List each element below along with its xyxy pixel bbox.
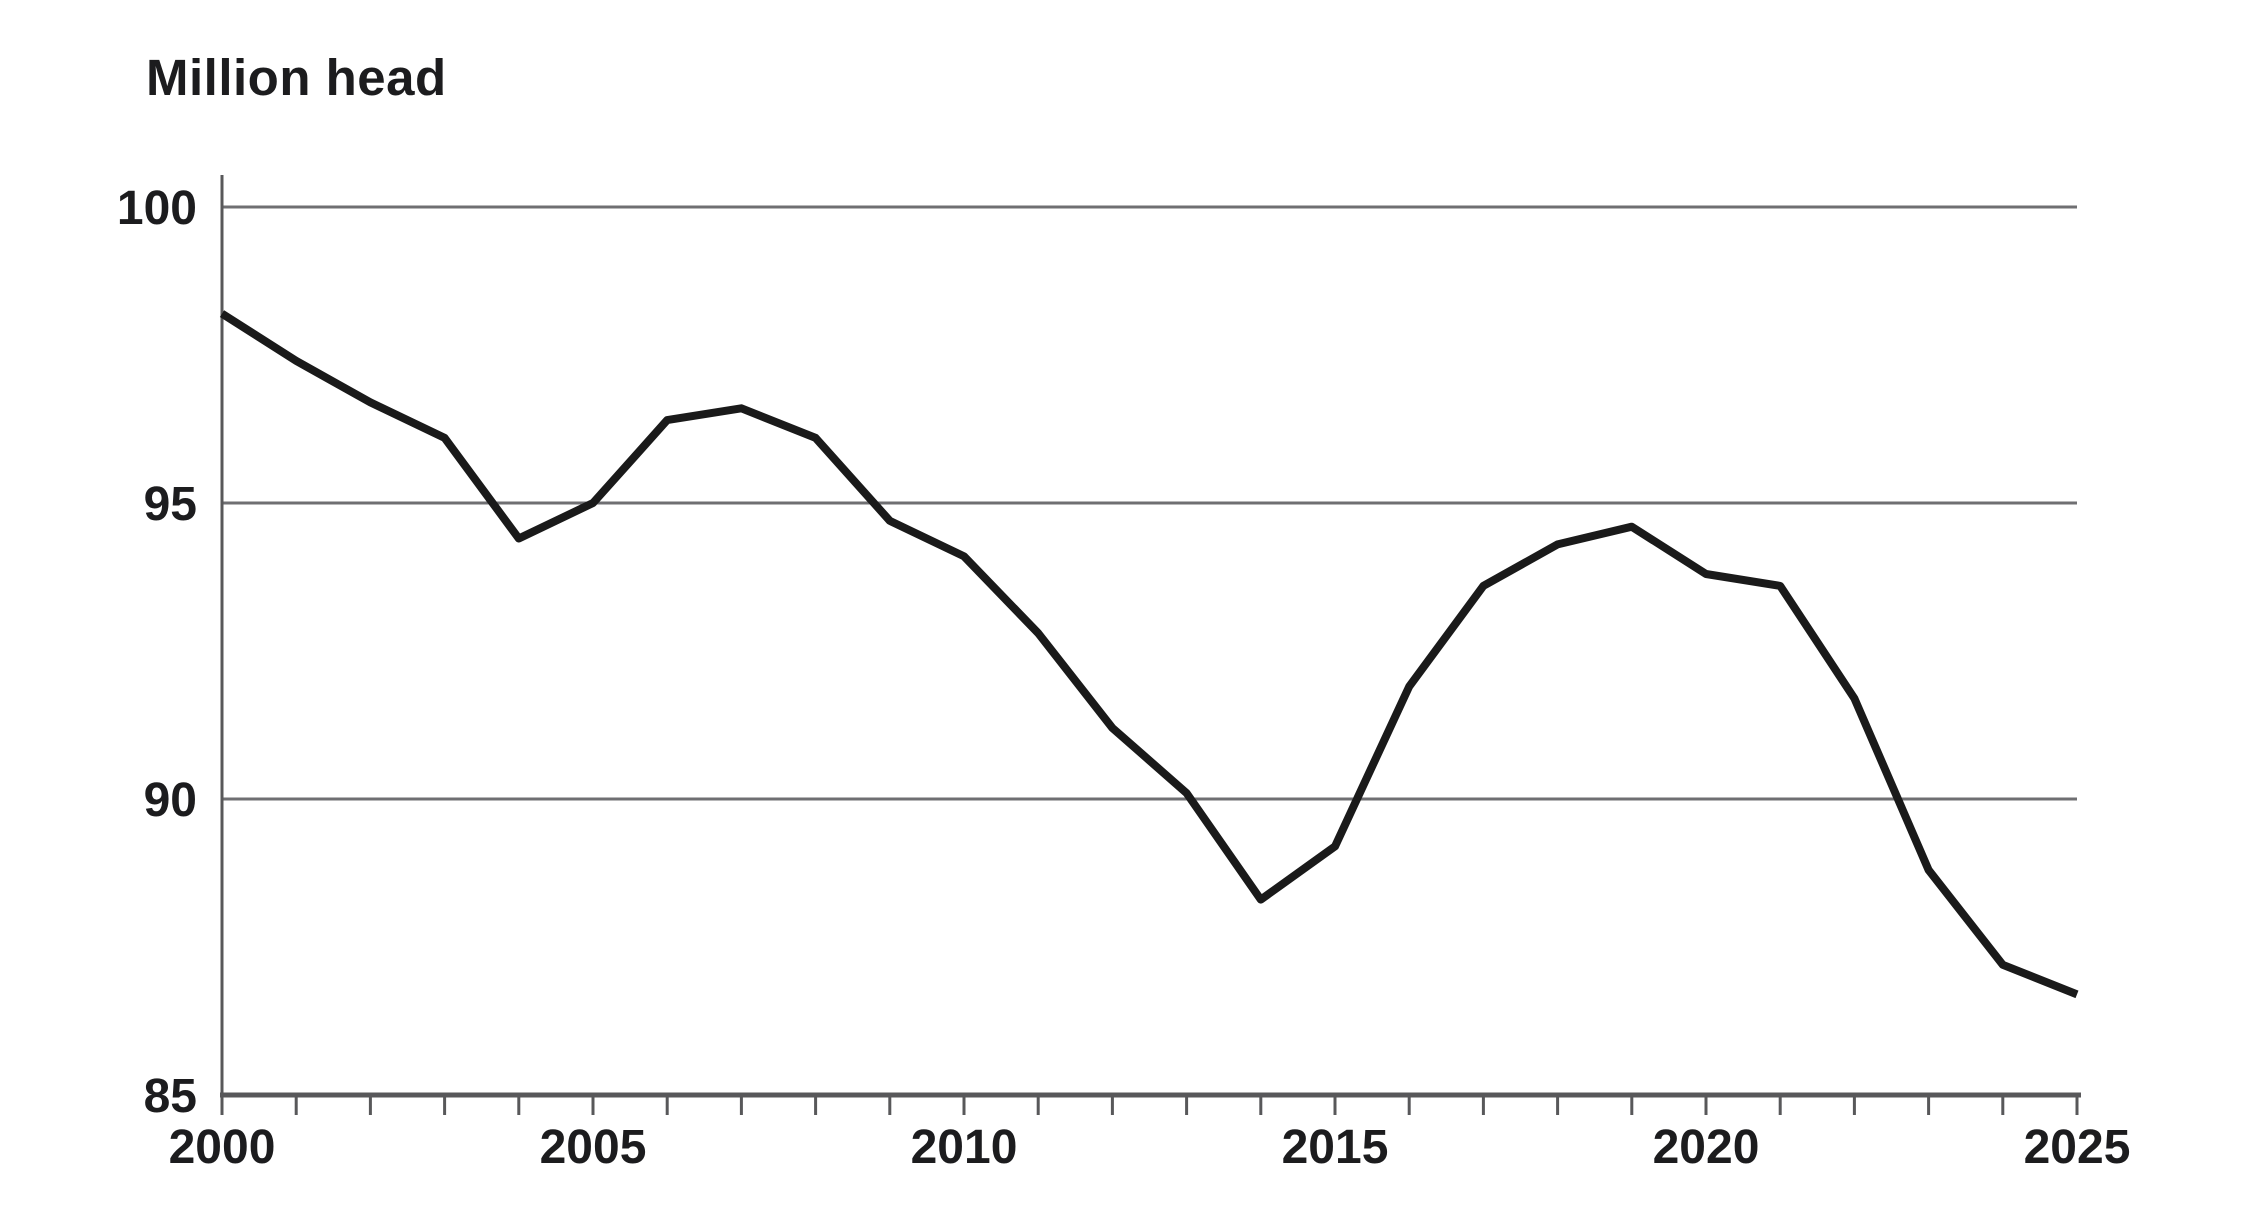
chart-title: Million head bbox=[146, 49, 447, 106]
y-tick-label: 100 bbox=[117, 182, 197, 235]
y-tick-label: 85 bbox=[144, 1070, 197, 1123]
x-tick-label: 2020 bbox=[1653, 1121, 1760, 1174]
x-tick-label: 2010 bbox=[911, 1121, 1018, 1174]
x-tick-label: 2000 bbox=[169, 1121, 276, 1174]
y-tick-label: 95 bbox=[144, 478, 197, 531]
x-tick-label: 2025 bbox=[2024, 1121, 2131, 1174]
x-tick-label: 2015 bbox=[1282, 1121, 1389, 1174]
y-tick-label: 90 bbox=[144, 774, 197, 827]
data-series-line bbox=[219, 310, 2079, 999]
x-tick-label: 2005 bbox=[540, 1121, 647, 1174]
